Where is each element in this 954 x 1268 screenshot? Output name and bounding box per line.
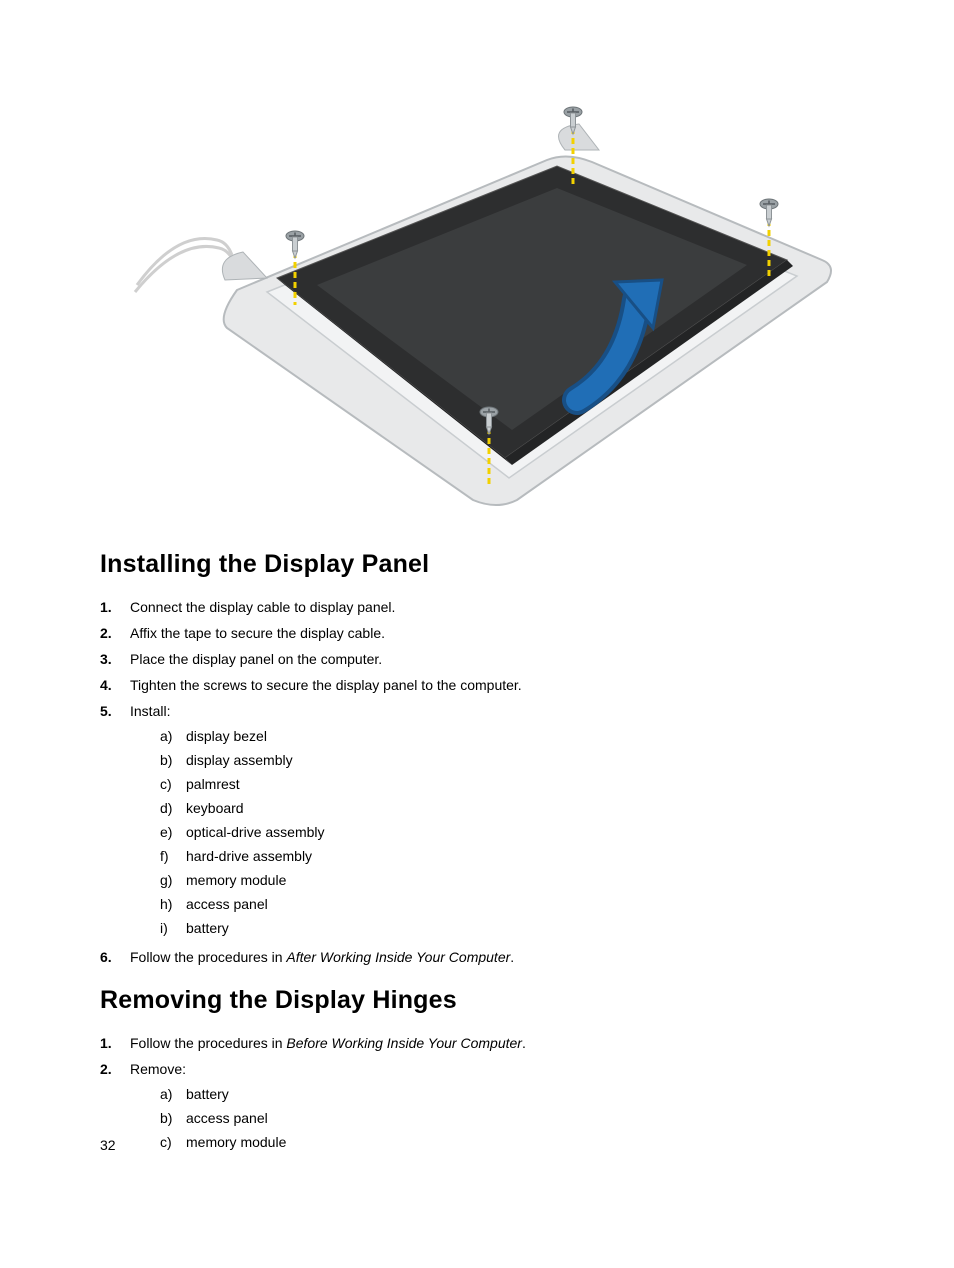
list-item: a)display bezel (160, 726, 854, 747)
step-1: 1. Connect the display cable to display … (100, 597, 854, 618)
step-text-post: . (510, 949, 514, 965)
step-text-italic: After Working Inside Your Computer (286, 949, 510, 965)
step-text-pre: Follow the procedures in (130, 1035, 286, 1051)
remove-sublist: a)battery b)access panel c)memory module (130, 1084, 854, 1153)
step-number: 1. (100, 1033, 130, 1054)
display-cable (135, 238, 234, 292)
step-text-container: Install: a)display bezel b)display assem… (130, 701, 854, 942)
step-text: Install: (130, 703, 170, 719)
step-text: Follow the procedures in Before Working … (130, 1033, 854, 1054)
sub-letter: c) (160, 774, 186, 795)
step-number: 5. (100, 701, 130, 722)
list-item: d)keyboard (160, 798, 854, 819)
sub-text: optical-drive assembly (186, 822, 854, 843)
sub-text: access panel (186, 894, 854, 915)
page-number: 32 (100, 1137, 116, 1153)
step-number: 1. (100, 597, 130, 618)
step-text-post: . (522, 1035, 526, 1051)
step-text-pre: Follow the procedures in (130, 949, 286, 965)
step-3: 3. Place the display panel on the comput… (100, 649, 854, 670)
step-2: 2. Remove: a)battery b)access panel c)me… (100, 1059, 854, 1156)
step-number: 3. (100, 649, 130, 670)
step-text: Tighten the screws to secure the display… (130, 675, 854, 696)
heading-installing-display-panel: Installing the Display Panel (100, 550, 854, 579)
step-5: 5. Install: a)display bezel b)display as… (100, 701, 854, 942)
list-item: h)access panel (160, 894, 854, 915)
display-panel (277, 166, 793, 465)
install-sublist: a)display bezel b)display assembly c)pal… (130, 726, 854, 939)
list-item: c)memory module (160, 1132, 854, 1153)
sub-text: battery (186, 918, 854, 939)
sub-letter: f) (160, 846, 186, 867)
sub-text: memory module (186, 870, 854, 891)
steps-installing-display-panel: 1. Connect the display cable to display … (100, 597, 854, 968)
list-item: f)hard-drive assembly (160, 846, 854, 867)
step-text-italic: Before Working Inside Your Computer (286, 1035, 522, 1051)
display-panel-figure (100, 80, 854, 510)
sub-letter: a) (160, 1084, 186, 1105)
sub-text: battery (186, 1084, 854, 1105)
sub-text: access panel (186, 1108, 854, 1129)
step-number: 6. (100, 947, 130, 968)
sub-letter: c) (160, 1132, 186, 1153)
sub-text: display bezel (186, 726, 854, 747)
step-text: Follow the procedures in After Working I… (130, 947, 854, 968)
sub-text: hard-drive assembly (186, 846, 854, 867)
sub-letter: a) (160, 726, 186, 747)
step-text: Connect the display cable to display pan… (130, 597, 854, 618)
sub-text: palmrest (186, 774, 854, 795)
step-text-container: Remove: a)battery b)access panel c)memor… (130, 1059, 854, 1156)
step-4: 4. Tighten the screws to secure the disp… (100, 675, 854, 696)
sub-letter: h) (160, 894, 186, 915)
sub-letter: g) (160, 870, 186, 891)
list-item: b)display assembly (160, 750, 854, 771)
step-2: 2. Affix the tape to secure the display … (100, 623, 854, 644)
sub-text: memory module (186, 1132, 854, 1153)
step-number: 4. (100, 675, 130, 696)
sub-text: display assembly (186, 750, 854, 771)
list-item: b)access panel (160, 1108, 854, 1129)
sub-letter: i) (160, 918, 186, 939)
list-item: c)palmrest (160, 774, 854, 795)
sub-letter: b) (160, 1108, 186, 1129)
page: Installing the Display Panel 1. Connect … (0, 0, 954, 1268)
step-text: Affix the tape to secure the display cab… (130, 623, 854, 644)
step-1: 1. Follow the procedures in Before Worki… (100, 1033, 854, 1054)
list-item: a)battery (160, 1084, 854, 1105)
sub-letter: e) (160, 822, 186, 843)
step-number: 2. (100, 623, 130, 644)
step-text: Remove: (130, 1061, 186, 1077)
step-6: 6. Follow the procedures in After Workin… (100, 947, 854, 968)
sub-letter: b) (160, 750, 186, 771)
step-text: Place the display panel on the computer. (130, 649, 854, 670)
right-hinge (559, 124, 599, 150)
step-number: 2. (100, 1059, 130, 1080)
sub-text: keyboard (186, 798, 854, 819)
list-item: e)optical-drive assembly (160, 822, 854, 843)
steps-removing-display-hinges: 1. Follow the procedures in Before Worki… (100, 1033, 854, 1156)
list-item: g)memory module (160, 870, 854, 891)
heading-removing-display-hinges: Removing the Display Hinges (100, 986, 854, 1015)
display-panel-illustration (117, 80, 837, 510)
sub-letter: d) (160, 798, 186, 819)
list-item: i)battery (160, 918, 854, 939)
